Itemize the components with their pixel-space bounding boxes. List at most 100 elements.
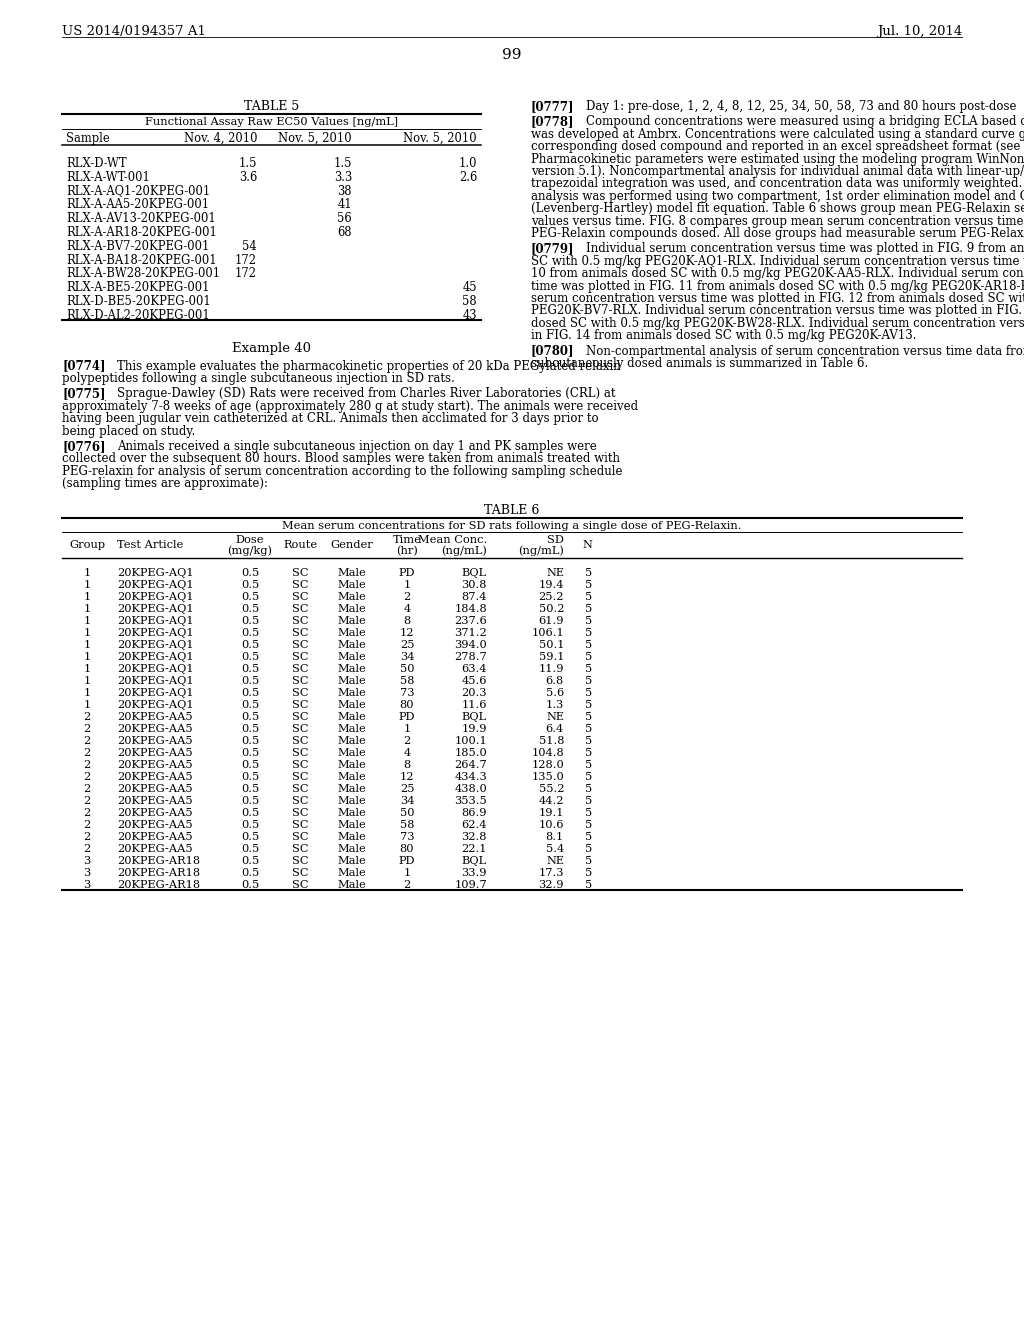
Text: PD: PD	[398, 711, 416, 722]
Text: 1: 1	[83, 640, 91, 649]
Text: 0.5: 0.5	[241, 855, 259, 866]
Text: 135.0: 135.0	[531, 772, 564, 781]
Text: 68: 68	[338, 226, 352, 239]
Text: 99: 99	[502, 48, 522, 62]
Text: 20KPEG-AA5: 20KPEG-AA5	[117, 772, 193, 781]
Text: Male: Male	[338, 867, 367, 878]
Text: 73: 73	[399, 688, 415, 697]
Text: 109.7: 109.7	[455, 879, 487, 890]
Text: Functional Assay Raw EC50 Values [ng/mL]: Functional Assay Raw EC50 Values [ng/mL]	[145, 117, 398, 127]
Text: 33.9: 33.9	[462, 867, 487, 878]
Text: 20KPEG-AQ1: 20KPEG-AQ1	[117, 615, 194, 626]
Text: Male: Male	[338, 568, 367, 578]
Text: 1: 1	[403, 579, 411, 590]
Text: 5: 5	[585, 676, 592, 685]
Text: 51.8: 51.8	[539, 735, 564, 746]
Text: values versus time. FIG. 8 compares group mean serum concentration versus time f: values versus time. FIG. 8 compares grou…	[531, 215, 1024, 227]
Text: 5: 5	[585, 627, 592, 638]
Text: 5: 5	[585, 652, 592, 661]
Text: [0774]: [0774]	[62, 359, 105, 372]
Text: 5: 5	[585, 723, 592, 734]
Text: 0.5: 0.5	[241, 867, 259, 878]
Text: SC: SC	[292, 711, 308, 722]
Text: SC: SC	[292, 796, 308, 805]
Text: 41: 41	[337, 198, 352, 211]
Text: 8.1: 8.1	[546, 832, 564, 842]
Text: 2: 2	[403, 879, 411, 890]
Text: 1: 1	[83, 664, 91, 673]
Text: RLX-A-AQ1-20KPEG-001: RLX-A-AQ1-20KPEG-001	[66, 185, 210, 198]
Text: 5: 5	[585, 855, 592, 866]
Text: 100.1: 100.1	[455, 735, 487, 746]
Text: 20KPEG-AA5: 20KPEG-AA5	[117, 735, 193, 746]
Text: 5: 5	[585, 759, 592, 770]
Text: 20KPEG-AA5: 20KPEG-AA5	[117, 808, 193, 817]
Text: 4: 4	[403, 603, 411, 614]
Text: 2: 2	[83, 832, 91, 842]
Text: 0.5: 0.5	[241, 676, 259, 685]
Text: 25: 25	[399, 784, 415, 793]
Text: 0.5: 0.5	[241, 820, 259, 829]
Text: 0.5: 0.5	[241, 627, 259, 638]
Text: Male: Male	[338, 664, 367, 673]
Text: Gender: Gender	[331, 540, 374, 549]
Text: RLX-A-BE5-20KPEG-001: RLX-A-BE5-20KPEG-001	[66, 281, 210, 294]
Text: 3: 3	[83, 867, 91, 878]
Text: SC: SC	[292, 843, 308, 854]
Text: 20KPEG-AQ1: 20KPEG-AQ1	[117, 603, 194, 614]
Text: serum concentration versus time was plotted in FIG. 12 from animals dosed SC wit: serum concentration versus time was plot…	[531, 292, 1024, 305]
Text: 45: 45	[463, 281, 477, 294]
Text: RLX-A-BA18-20KPEG-001: RLX-A-BA18-20KPEG-001	[66, 253, 217, 267]
Text: Male: Male	[338, 627, 367, 638]
Text: 2: 2	[83, 784, 91, 793]
Text: SC: SC	[292, 603, 308, 614]
Text: Individual serum concentration versus time was plotted in FIG. 9 from animals do: Individual serum concentration versus ti…	[587, 243, 1024, 255]
Text: SC: SC	[292, 867, 308, 878]
Text: (hr): (hr)	[396, 545, 418, 556]
Text: 394.0: 394.0	[455, 640, 487, 649]
Text: BQL: BQL	[462, 568, 487, 578]
Text: 20KPEG-AQ1: 20KPEG-AQ1	[117, 688, 194, 697]
Text: Nov. 4, 2010: Nov. 4, 2010	[183, 132, 257, 145]
Text: 1: 1	[83, 627, 91, 638]
Text: 438.0: 438.0	[455, 784, 487, 793]
Text: (Levenberg-Hartley) model fit equation. Table 6 shows group mean PEG-Relaxin ser: (Levenberg-Hartley) model fit equation. …	[531, 202, 1024, 215]
Text: 32.8: 32.8	[462, 832, 487, 842]
Text: 20KPEG-AA5: 20KPEG-AA5	[117, 796, 193, 805]
Text: [0780]: [0780]	[531, 345, 574, 358]
Text: 5: 5	[585, 591, 592, 602]
Text: PEG-Relaxin compounds dosed. All dose groups had measurable serum PEG-Relaxin le: PEG-Relaxin compounds dosed. All dose gr…	[531, 227, 1024, 240]
Text: RLX-A-WT-001: RLX-A-WT-001	[66, 170, 150, 183]
Text: 44.2: 44.2	[539, 796, 564, 805]
Text: 20KPEG-AQ1: 20KPEG-AQ1	[117, 652, 194, 661]
Text: SC: SC	[292, 664, 308, 673]
Text: [0777]: [0777]	[531, 100, 574, 114]
Text: 62.4: 62.4	[462, 820, 487, 829]
Text: Male: Male	[338, 711, 367, 722]
Text: Male: Male	[338, 820, 367, 829]
Text: 86.9: 86.9	[462, 808, 487, 817]
Text: 0.5: 0.5	[241, 843, 259, 854]
Text: Male: Male	[338, 615, 367, 626]
Text: SC: SC	[292, 700, 308, 710]
Text: 5: 5	[585, 784, 592, 793]
Text: 22.1: 22.1	[462, 843, 487, 854]
Text: 0.5: 0.5	[241, 832, 259, 842]
Text: collected over the subsequent 80 hours. Blood samples were taken from animals tr: collected over the subsequent 80 hours. …	[62, 453, 620, 466]
Text: (ng/mL): (ng/mL)	[441, 545, 487, 556]
Text: Nov. 5, 2010: Nov. 5, 2010	[403, 132, 477, 145]
Text: 5: 5	[585, 832, 592, 842]
Text: (mg/kg): (mg/kg)	[227, 545, 272, 556]
Text: PD: PD	[398, 855, 416, 866]
Text: SC: SC	[292, 820, 308, 829]
Text: Example 40: Example 40	[232, 342, 311, 355]
Text: 0.5: 0.5	[241, 723, 259, 734]
Text: Mean serum concentrations for SD rats following a single dose of PEG-Relaxin.: Mean serum concentrations for SD rats fo…	[283, 520, 741, 531]
Text: US 2014/0194357 A1: US 2014/0194357 A1	[62, 25, 206, 38]
Text: 6.4: 6.4	[546, 723, 564, 734]
Text: polypeptides following a single subcutaneous injection in SD rats.: polypeptides following a single subcutan…	[62, 372, 455, 385]
Text: 34: 34	[399, 652, 415, 661]
Text: 3.6: 3.6	[239, 170, 257, 183]
Text: SC with 0.5 mg/kg PEG20K-AQ1-RLX. Individual serum concentration versus time was: SC with 0.5 mg/kg PEG20K-AQ1-RLX. Indivi…	[531, 255, 1024, 268]
Text: 20KPEG-AR18: 20KPEG-AR18	[117, 855, 200, 866]
